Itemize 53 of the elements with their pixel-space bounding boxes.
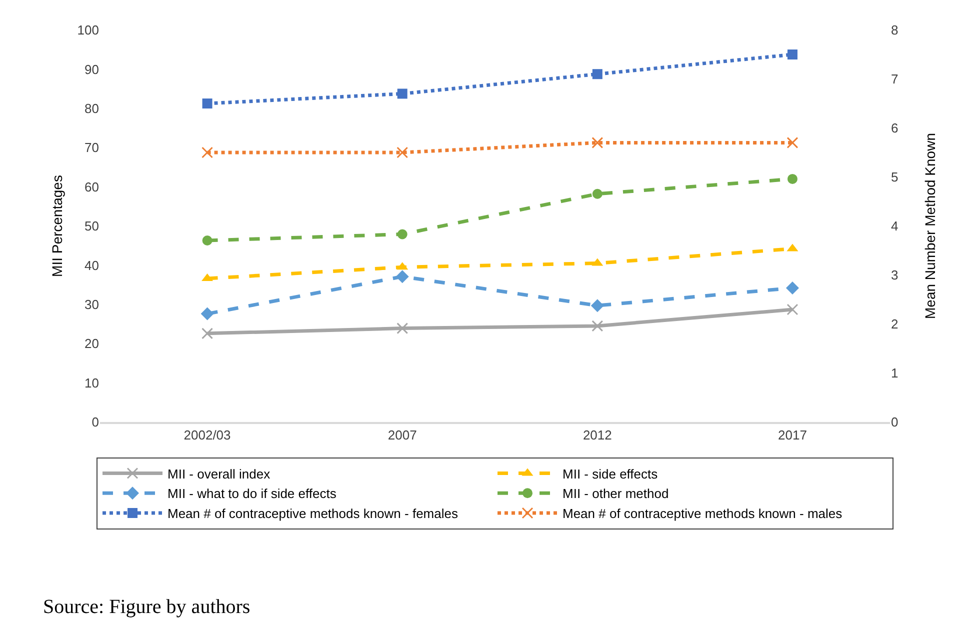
y2-tick-label: 3 [891,268,898,283]
point [592,69,602,80]
y-tick-label: 60 [84,179,99,194]
point [786,281,799,294]
y2-tick-label: 6 [891,120,898,136]
y2-tick-label: 7 [891,72,898,87]
point [396,270,409,284]
y2-tick-label: 8 [891,22,898,38]
x-tick-label: 2012 [582,427,612,442]
legend-label: MII - overall index [168,466,271,482]
y-tick-label: 80 [84,100,99,116]
point [202,236,212,246]
legend-label: MII - other method [562,486,669,502]
y-tick-label: 30 [84,296,99,312]
legend-label: Mean # of contraceptive methods known - males [562,506,843,522]
x-tick-label: 2017 [778,427,807,442]
y-tick-label: 100 [77,22,99,38]
point [200,307,214,320]
x-tick-label: 2002/03 [184,427,231,442]
point [787,174,798,184]
y2-tick-label: 5 [891,170,898,185]
legend-label: Mean # of contraceptive methods known - females [168,506,458,522]
point [590,299,604,312]
legend-label: MII - side effects [562,466,658,482]
y-tick-label: 70 [84,140,99,156]
point [592,136,604,148]
point [202,98,212,108]
y-tick-label: 20 [84,336,99,352]
point [202,146,214,158]
y-tick-label: 10 [84,375,99,390]
y2-tick-label: 0 [891,414,898,430]
point [786,136,798,148]
legend-label: MII - what to do if side effects [168,486,337,502]
point [786,304,798,316]
point [787,50,798,60]
y-tick-label: 50 [84,218,99,234]
point [396,322,408,334]
y-axis-title: MII Percentages [49,175,65,277]
y2-tick-label: 2 [891,316,898,332]
y-tick-label: 0 [92,414,99,430]
y-tick-label: 40 [84,258,99,273]
y-tick-label: 90 [84,62,99,77]
y2-axis-title: Mean Number Method Known [922,133,938,319]
source-note: Source: Figure by authors [43,596,250,618]
point [202,328,214,340]
y2-tick-label: 4 [891,218,898,234]
point [397,229,408,240]
y2-tick-label: 1 [891,366,898,381]
point [397,88,408,99]
point [592,188,602,199]
x-tick-label: 2007 [388,427,417,442]
point [396,146,408,158]
point [592,320,604,332]
